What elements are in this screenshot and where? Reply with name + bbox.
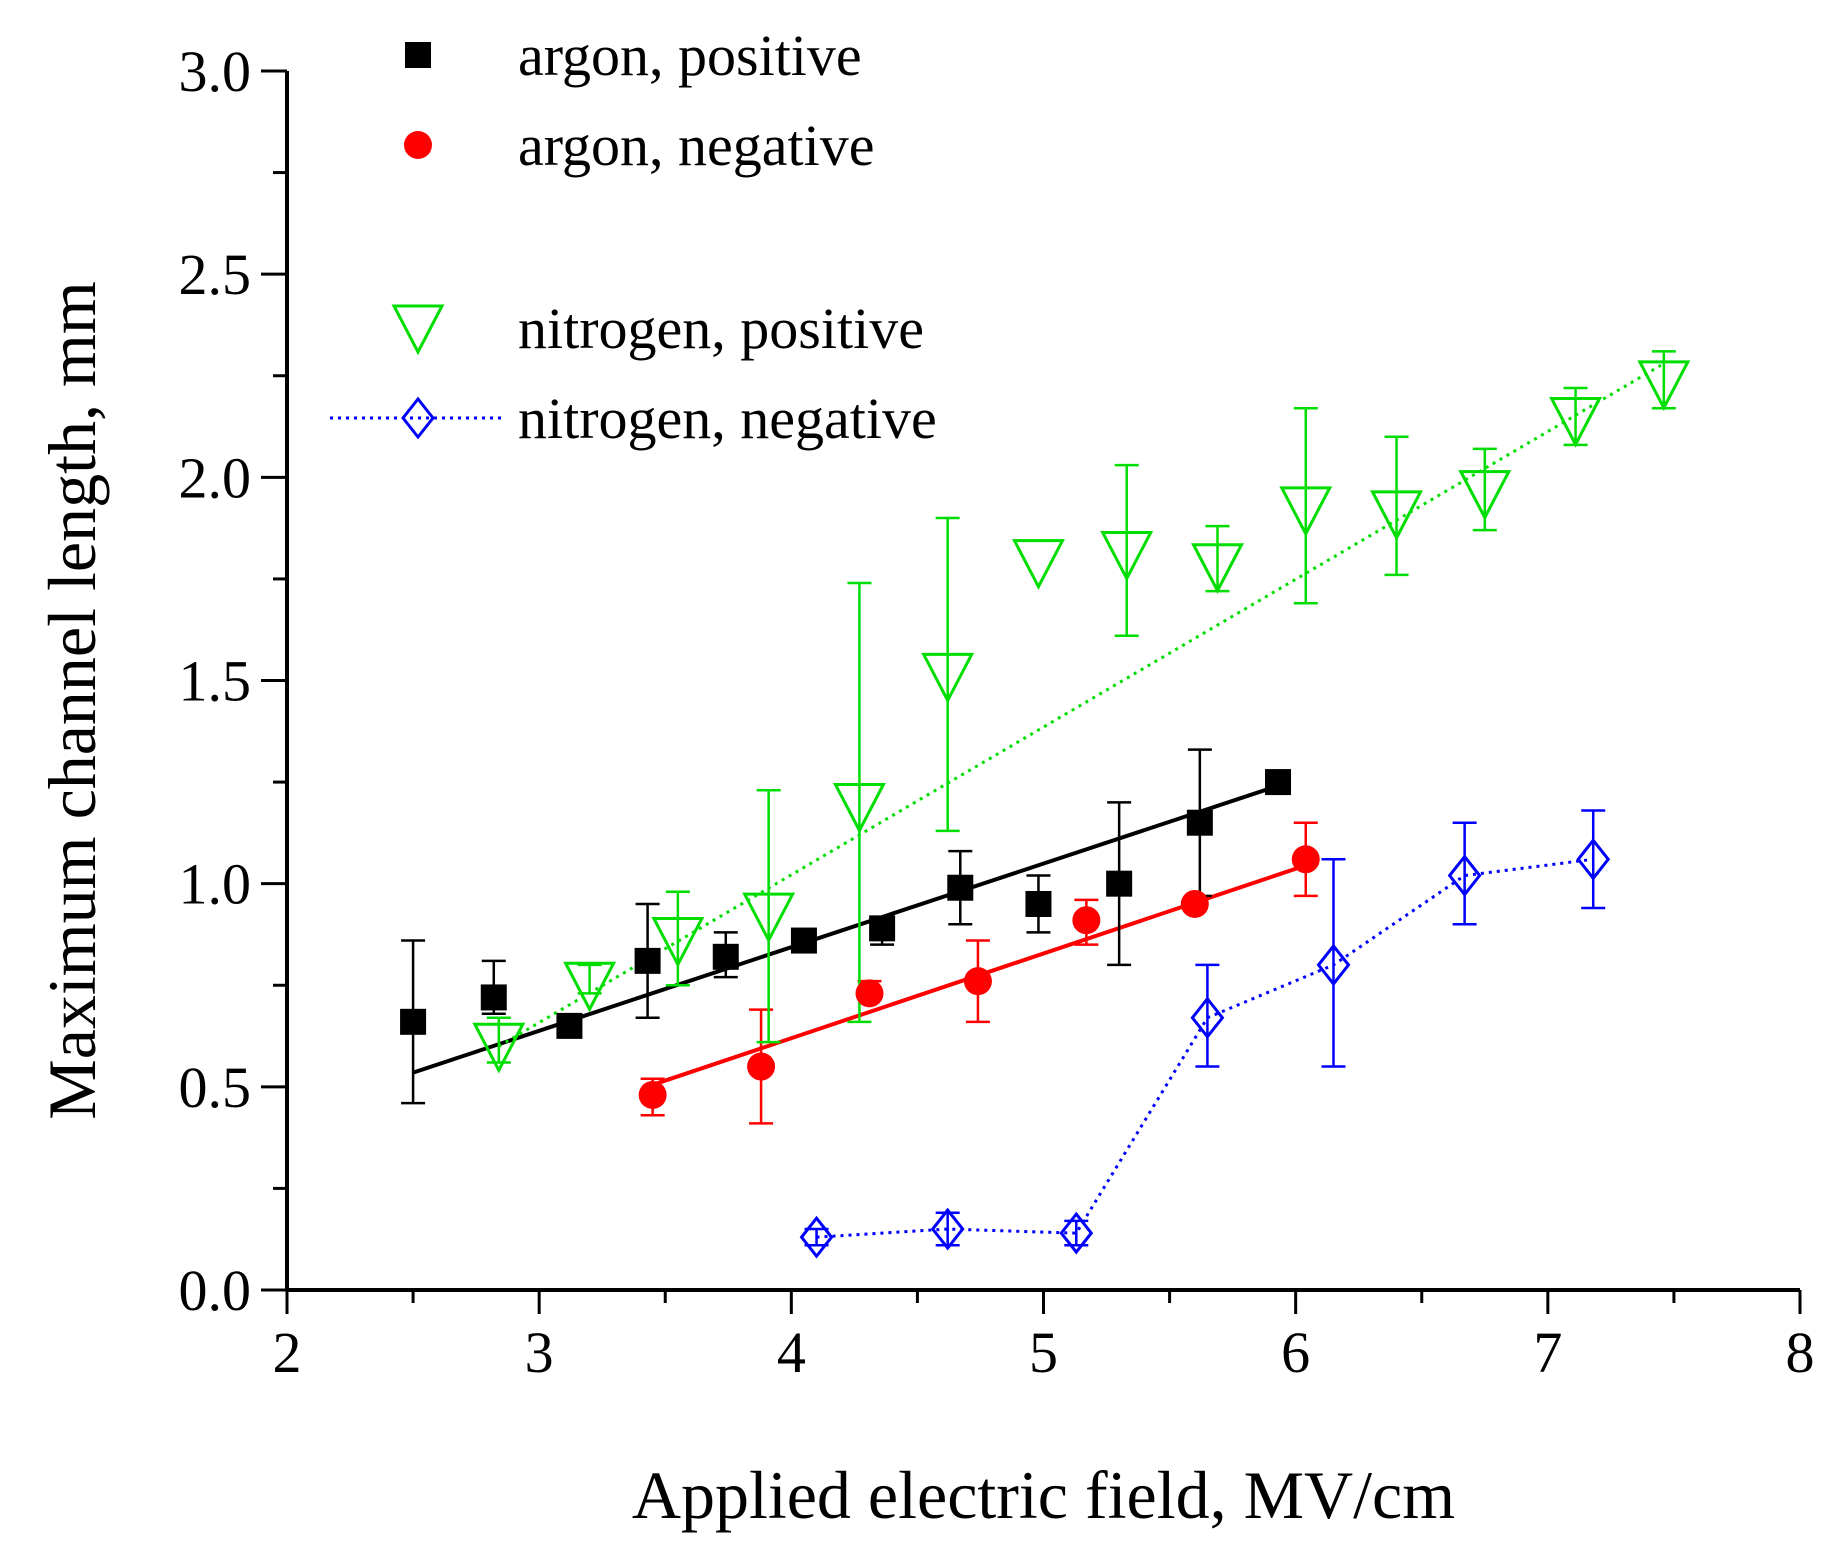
x-tick-label: 3 — [525, 1320, 554, 1385]
data-point-series-1 — [963, 967, 992, 996]
data-point-series-2 — [651, 917, 705, 968]
legend-item-series-2: nitrogen, positive — [391, 296, 924, 361]
legend-item-series-0: argon, positive — [405, 23, 862, 88]
y-tick-label: 2.0 — [179, 445, 252, 510]
data-point-series-3 — [1576, 837, 1611, 881]
legend-marker — [401, 396, 435, 440]
data-point-series-2 — [832, 782, 886, 834]
error-bar-series-3 — [1321, 858, 1346, 1068]
data-point-series-2 — [1549, 396, 1603, 448]
data-point-series-1 — [1291, 845, 1320, 874]
legend-marker — [404, 131, 432, 159]
data-markers — [400, 360, 1691, 1259]
legend: argon, positive argon, negative nitrogen, … — [330, 23, 937, 451]
x-tick-label: 5 — [1029, 1320, 1058, 1385]
data-point-series-2 — [921, 652, 975, 704]
data-point-series-2 — [1011, 539, 1065, 590]
data-point-series-2 — [742, 892, 796, 944]
error-bar-series-2 — [1293, 407, 1318, 605]
data-point-series-3 — [799, 1215, 834, 1259]
x-tick-label: 6 — [1281, 1320, 1310, 1385]
y-tick-label: 0.5 — [179, 1055, 252, 1120]
legend-item-series-1: argon, negative — [404, 113, 874, 178]
data-point-series-0 — [480, 984, 507, 1011]
data-point-series-3 — [930, 1207, 965, 1251]
error-bar-series-3 — [1195, 963, 1220, 1068]
data-point-series-0 — [400, 1008, 427, 1035]
data-point-series-2 — [1100, 531, 1154, 582]
y-tick-label: 0.0 — [179, 1258, 252, 1323]
x-tick-label: 2 — [273, 1320, 302, 1385]
data-point-series-0 — [556, 1012, 583, 1039]
data-point-series-1 — [855, 979, 884, 1008]
data-point-series-2 — [1279, 486, 1333, 538]
legend-item-series-3: nitrogen, negative — [330, 386, 937, 451]
error-bar-series-2 — [1384, 435, 1409, 577]
data-point-series-2 — [472, 1022, 526, 1074]
x-tick-label: 8 — [1786, 1320, 1815, 1385]
data-point-series-2 — [1191, 543, 1244, 594]
legend-label: argon, positive — [518, 23, 862, 88]
error-bar-series-2 — [756, 788, 781, 1044]
data-point-series-0 — [869, 915, 896, 942]
data-point-series-0 — [1186, 809, 1213, 836]
error-bar-series-2 — [935, 516, 960, 833]
x-tick-label: 7 — [1533, 1320, 1562, 1385]
data-point-series-2 — [1637, 360, 1691, 412]
legend-marker — [391, 304, 445, 356]
data-point-series-0 — [1265, 769, 1292, 796]
data-point-series-1 — [1072, 906, 1101, 935]
error-bar-series-2 — [665, 890, 690, 987]
data-point-series-3 — [1447, 854, 1482, 897]
y-tick-label: 3.0 — [179, 39, 252, 104]
data-point-series-0 — [790, 927, 817, 954]
legend-label: nitrogen, positive — [518, 296, 924, 361]
error-bar-series-3 — [935, 1211, 960, 1247]
data-point-series-2 — [563, 961, 617, 1013]
data-point-series-1 — [747, 1052, 776, 1081]
data-point-series-2 — [1370, 490, 1424, 542]
x-tick-label: 4 — [777, 1320, 806, 1385]
data-point-series-0 — [1106, 870, 1133, 897]
axes: 2 3 4 5 6 7 8 0.0 0.5 1.0 1.5 2.0 2.5 3.0 — [179, 39, 1815, 1385]
data-point-series-1 — [1180, 889, 1209, 918]
legend-label: argon, negative — [518, 113, 874, 178]
data-point-series-0 — [712, 943, 739, 970]
data-point-series-0 — [947, 874, 974, 901]
data-point-series-3 — [1316, 943, 1351, 987]
data-point-series-3 — [1190, 996, 1225, 1040]
error-bar-series-2 — [847, 581, 872, 1024]
error-bar-series-3 — [1581, 809, 1606, 910]
y-axis-title: Maximum channel length, mm — [34, 281, 110, 1120]
y-tick-label: 1.5 — [179, 649, 252, 714]
x-axis-title: Applied electric field, MV/cm — [632, 1457, 1455, 1533]
y-tick-label: 2.5 — [179, 242, 252, 307]
data-point-series-1 — [638, 1080, 667, 1109]
error-bar-series-2 — [1114, 463, 1139, 638]
data-point-series-0 — [1025, 890, 1052, 917]
data-point-series-0 — [634, 947, 661, 974]
y-tick-label: 1.0 — [179, 852, 252, 917]
error-bar-series-3 — [1452, 821, 1477, 926]
legend-label: nitrogen, negative — [518, 386, 937, 451]
legend-marker — [405, 42, 431, 68]
data-point-series-3 — [1059, 1211, 1094, 1255]
data-point-series-2 — [1458, 470, 1512, 521]
error-bar-series-3 — [1064, 1219, 1089, 1247]
